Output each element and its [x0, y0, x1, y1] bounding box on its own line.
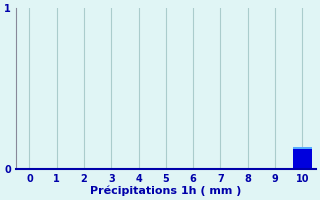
X-axis label: Précipitations 1h ( mm ): Précipitations 1h ( mm )	[90, 185, 242, 196]
Bar	[293, 147, 312, 149]
Bar	[293, 149, 312, 169]
